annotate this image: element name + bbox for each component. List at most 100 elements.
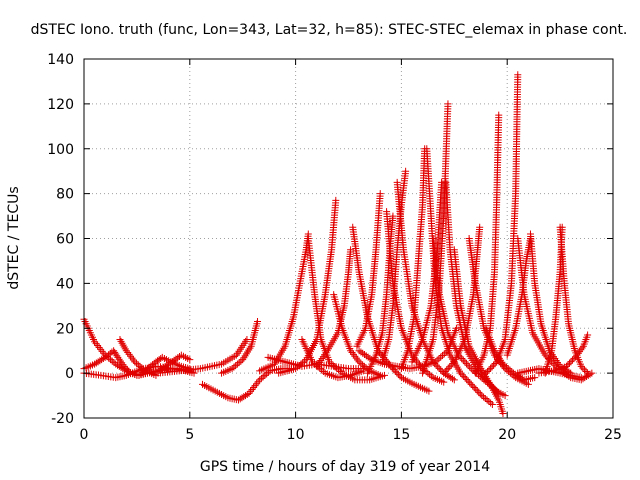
data-point xyxy=(483,396,491,404)
x-tick-label: 20 xyxy=(498,427,516,443)
data-point xyxy=(251,382,259,390)
data-point xyxy=(478,392,486,400)
data-point xyxy=(333,364,341,372)
data-point xyxy=(250,384,258,392)
data-point xyxy=(435,355,443,363)
data-point xyxy=(457,369,465,377)
data-point xyxy=(499,410,507,418)
data-point xyxy=(431,358,439,366)
data-point xyxy=(253,380,261,388)
data-point xyxy=(110,359,118,367)
data-point xyxy=(444,100,452,108)
data-point xyxy=(359,349,367,357)
data-point xyxy=(576,348,584,356)
data-point xyxy=(98,347,106,355)
data-point xyxy=(491,360,499,368)
data-point xyxy=(570,354,578,362)
data-point xyxy=(458,355,466,363)
data-point xyxy=(243,335,251,343)
data-point xyxy=(426,371,434,379)
data-point xyxy=(440,378,448,386)
data-point xyxy=(579,375,587,383)
y-tick-label: 140 xyxy=(47,52,74,68)
data-point xyxy=(115,355,123,363)
axes: 0 5 10 15 20 25 -20 0 20 40 60 80 100 120 140 xyxy=(47,52,622,443)
data-point xyxy=(425,387,433,395)
data-point xyxy=(357,348,365,356)
data-point xyxy=(233,360,241,368)
data-point xyxy=(487,364,495,372)
data-point xyxy=(578,344,586,352)
data-point xyxy=(112,360,120,368)
data-point xyxy=(466,363,474,371)
data-point xyxy=(172,355,180,363)
data-point xyxy=(174,354,182,362)
data-point xyxy=(357,359,365,367)
data-point xyxy=(347,246,355,254)
data-point xyxy=(437,353,445,361)
data-point xyxy=(259,373,267,381)
data-point xyxy=(120,362,128,370)
data-point xyxy=(108,357,116,365)
data-point xyxy=(434,363,442,371)
data-point xyxy=(359,361,367,369)
y-tick-label: -20 xyxy=(51,411,74,427)
data-point xyxy=(376,190,384,198)
data-point xyxy=(463,376,471,384)
data-point xyxy=(119,361,127,369)
grid-lines xyxy=(84,59,613,418)
data-point xyxy=(247,387,255,395)
y-tick-label: 80 xyxy=(56,187,74,203)
data-point xyxy=(564,361,572,369)
y-tick-label: 0 xyxy=(65,366,74,382)
data-point xyxy=(476,390,484,398)
data-point xyxy=(506,366,514,374)
data-point xyxy=(449,360,457,368)
x-tick-label: 10 xyxy=(287,427,305,443)
data-point xyxy=(568,356,576,364)
data-point xyxy=(186,356,194,364)
data-point xyxy=(237,357,245,365)
data-point xyxy=(470,384,478,392)
data-point xyxy=(116,357,124,365)
data-point xyxy=(134,361,142,369)
data-point xyxy=(508,368,516,376)
data-point xyxy=(565,359,573,367)
data-point xyxy=(360,362,368,370)
data-point xyxy=(254,378,262,386)
data-point xyxy=(584,331,592,339)
data-point xyxy=(459,356,467,364)
data-point xyxy=(480,393,488,401)
data-point xyxy=(123,366,131,374)
data-point xyxy=(476,223,484,231)
data-point xyxy=(248,385,256,393)
data-point xyxy=(567,358,575,366)
data-point xyxy=(469,382,477,390)
data-point xyxy=(577,362,585,370)
data-point xyxy=(232,362,240,370)
data-point xyxy=(444,364,452,372)
data-point xyxy=(531,374,539,382)
data-point xyxy=(501,392,509,400)
data-point xyxy=(355,347,363,355)
data-point xyxy=(475,388,483,396)
data-point xyxy=(236,395,244,403)
data-point xyxy=(437,366,445,374)
data-point xyxy=(577,374,585,382)
data-point xyxy=(466,379,474,387)
data-point xyxy=(256,376,264,384)
data-point xyxy=(254,318,262,326)
data-point xyxy=(402,167,410,175)
data-point xyxy=(562,362,570,370)
y-tick-label: 100 xyxy=(47,142,74,158)
data-point xyxy=(495,111,503,119)
data-point xyxy=(362,352,370,360)
data-point xyxy=(376,371,384,379)
data-point xyxy=(485,366,493,374)
data-point xyxy=(449,375,457,383)
data-point xyxy=(577,346,585,354)
data-point xyxy=(235,359,243,367)
data-point xyxy=(364,353,372,361)
data-point xyxy=(238,394,246,402)
